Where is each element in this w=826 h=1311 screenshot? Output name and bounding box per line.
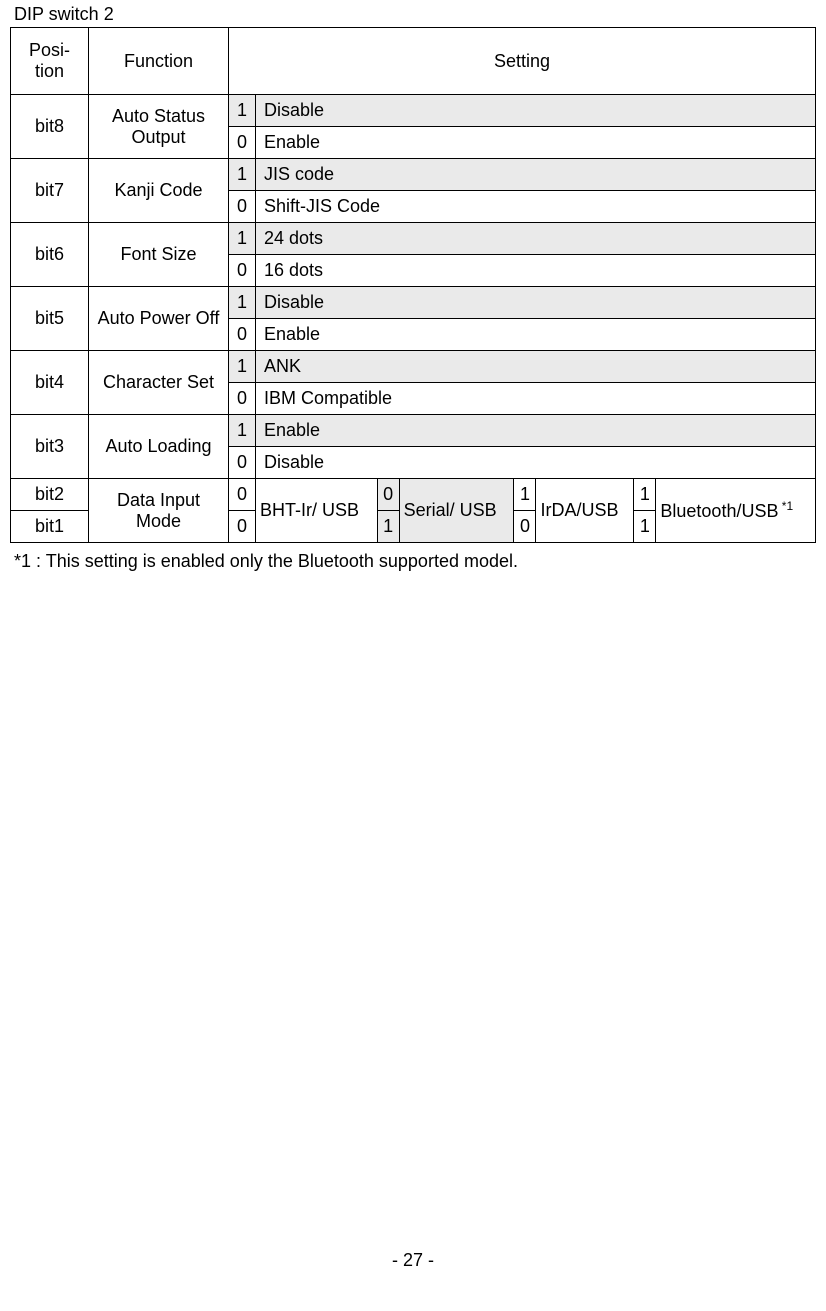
bit3-lo-val: 0 <box>229 447 256 479</box>
mode-opt1-bit1: 1 <box>377 511 399 543</box>
position-bit8: bit8 <box>11 95 89 159</box>
mode-opt0-bit1: 0 <box>229 511 256 543</box>
header-function: Function <box>89 28 229 95</box>
position-bit5: bit5 <box>11 287 89 351</box>
bit5-lo-label: Enable <box>256 319 816 351</box>
header-position: Posi- tion <box>11 28 89 95</box>
bit6-hi-val: 1 <box>229 223 256 255</box>
bit4-hi-label: ANK <box>256 351 816 383</box>
table-title: DIP switch 2 <box>10 4 816 25</box>
function-data-input-mode: Data Input Mode <box>89 479 229 543</box>
mode-opt2-bit1: 0 <box>514 511 536 543</box>
bit5-lo-val: 0 <box>229 319 256 351</box>
header-setting: Setting <box>229 28 816 95</box>
mode-opt1-bit2: 0 <box>377 479 399 511</box>
position-bit2: bit2 <box>11 479 89 511</box>
bit7-hi-val: 1 <box>229 159 256 191</box>
mode-opt1-label: Serial/ USB <box>399 479 514 543</box>
mode-opt0-label: BHT-Ir/ USB <box>256 479 378 543</box>
bit6-hi-label: 24 dots <box>256 223 816 255</box>
function-bit7: Kanji Code <box>89 159 229 223</box>
position-bit1: bit1 <box>11 511 89 543</box>
bit8-hi-val: 1 <box>229 95 256 127</box>
bit7-hi-label: JIS code <box>256 159 816 191</box>
bit7-lo-val: 0 <box>229 191 256 223</box>
bit4-lo-label: IBM Compatible <box>256 383 816 415</box>
mode-opt0-bit2: 0 <box>229 479 256 511</box>
function-bit3: Auto Loading <box>89 415 229 479</box>
bit8-lo-val: 0 <box>229 127 256 159</box>
position-bit4: bit4 <box>11 351 89 415</box>
bit8-hi-label: Disable <box>256 95 816 127</box>
bit5-hi-val: 1 <box>229 287 256 319</box>
mode-opt3-label-main: Bluetooth/USB <box>660 501 778 521</box>
bit7-lo-label: Shift-JIS Code <box>256 191 816 223</box>
mode-opt3-label: Bluetooth/USB *1 <box>656 479 816 543</box>
bit4-hi-val: 1 <box>229 351 256 383</box>
position-bit6: bit6 <box>11 223 89 287</box>
function-bit8: Auto Status Output <box>89 95 229 159</box>
mode-opt2-bit2: 1 <box>514 479 536 511</box>
function-bit4: Character Set <box>89 351 229 415</box>
bit4-lo-val: 0 <box>229 383 256 415</box>
function-bit5: Auto Power Off <box>89 287 229 351</box>
mode-opt2-label: IrDA/USB <box>536 479 634 543</box>
mode-opt3-sup: *1 <box>778 499 793 513</box>
bit3-hi-label: Enable <box>256 415 816 447</box>
dip-switch-table: Posi- tion Function Setting bit8 Auto St… <box>10 27 816 543</box>
bit3-hi-val: 1 <box>229 415 256 447</box>
function-bit6: Font Size <box>89 223 229 287</box>
page-number: - 27 - <box>0 1250 826 1271</box>
position-bit7: bit7 <box>11 159 89 223</box>
bit3-lo-label: Disable <box>256 447 816 479</box>
bit8-lo-label: Enable <box>256 127 816 159</box>
footnote: *1 : This setting is enabled only the Bl… <box>10 551 816 572</box>
bit6-lo-label: 16 dots <box>256 255 816 287</box>
mode-opt3-bit2: 1 <box>634 479 656 511</box>
position-bit3: bit3 <box>11 415 89 479</box>
mode-opt3-bit1: 1 <box>634 511 656 543</box>
bit6-lo-val: 0 <box>229 255 256 287</box>
bit5-hi-label: Disable <box>256 287 816 319</box>
